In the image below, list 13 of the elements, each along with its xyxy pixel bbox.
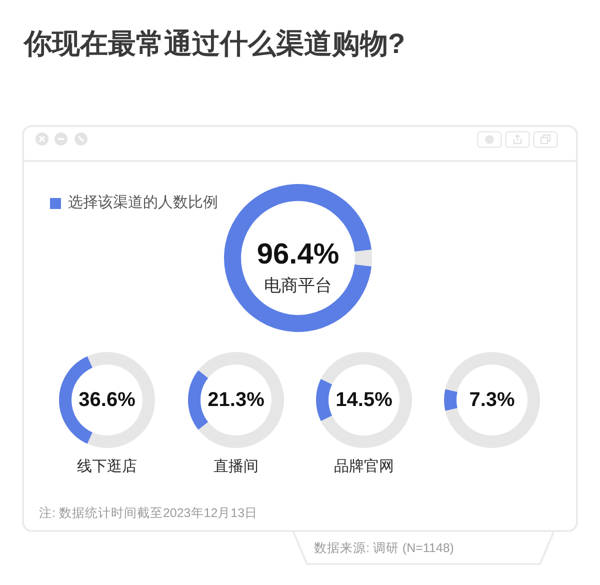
text: 14.5% (336, 388, 392, 412)
text: 你现在最常通过什么渠道购物? (24, 27, 406, 61)
text: 直播间 (214, 458, 258, 476)
text: 7.3% (469, 388, 515, 412)
text: 电商平台 (264, 276, 332, 296)
text: 96.4% (256, 238, 340, 272)
text: 线下逛店 (77, 458, 137, 476)
legend-label: 选择该渠道的人数比例 (68, 194, 218, 212)
text: 21.3% (208, 388, 264, 412)
text: 品牌官网 (334, 458, 394, 476)
text: 注: 数据统计时间截至2023年12月13日 (39, 505, 258, 522)
text: 36.6% (78, 388, 136, 412)
source-note: 数据来源: 调研 (N=1148) (314, 540, 454, 557)
